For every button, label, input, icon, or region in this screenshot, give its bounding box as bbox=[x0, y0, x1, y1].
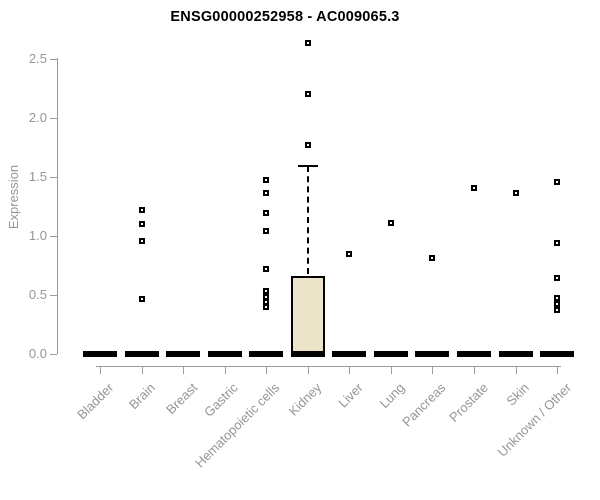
outlier-point bbox=[263, 298, 270, 305]
x-tick-label: Pancreas bbox=[399, 380, 450, 430]
x-axis-tick bbox=[515, 367, 517, 374]
y-axis-tick bbox=[50, 353, 57, 355]
outlier-point bbox=[263, 227, 270, 234]
median-bar bbox=[540, 350, 575, 357]
x-axis-tick bbox=[307, 367, 309, 374]
whisker-line bbox=[306, 165, 309, 274]
y-tick-label: 2.0 bbox=[28, 109, 47, 125]
outlier-point bbox=[263, 287, 270, 294]
x-axis-tick bbox=[473, 367, 475, 374]
x-tick-label: Unknown / Other bbox=[494, 380, 574, 460]
x-axis-tick bbox=[224, 367, 226, 374]
median-bar bbox=[124, 350, 159, 357]
outlier-point bbox=[263, 304, 270, 311]
y-axis-tick bbox=[50, 294, 57, 296]
median-bar bbox=[83, 350, 117, 357]
x-tick-label: Breast bbox=[162, 380, 200, 418]
x-tick-label: Gastric bbox=[201, 380, 242, 420]
outlier-point bbox=[138, 296, 145, 303]
median-bar bbox=[456, 350, 491, 357]
x-axis-tick bbox=[349, 367, 351, 374]
x-axis-tick bbox=[266, 367, 268, 374]
outlier-point bbox=[304, 141, 311, 148]
whisker-cap bbox=[297, 164, 318, 167]
y-axis-tick bbox=[50, 117, 57, 119]
outlier-point bbox=[554, 300, 561, 307]
median-bar bbox=[290, 350, 325, 357]
outlier-point bbox=[263, 210, 270, 217]
y-tick-label: 1.5 bbox=[28, 168, 47, 184]
outlier-point bbox=[554, 295, 561, 302]
y-tick-label: 1.0 bbox=[28, 227, 47, 243]
outlier-point bbox=[470, 185, 477, 192]
median-bar bbox=[249, 350, 284, 357]
y-axis-tick bbox=[50, 176, 57, 178]
x-tick-label: Bladder bbox=[74, 380, 117, 423]
outlier-point bbox=[263, 177, 270, 184]
x-axis-tick bbox=[432, 367, 434, 374]
outlier-point bbox=[138, 238, 145, 245]
y-tick-label: 0.5 bbox=[28, 286, 47, 302]
x-axis-tick bbox=[141, 367, 143, 374]
outlier-point bbox=[554, 239, 561, 246]
outlier-point bbox=[304, 40, 311, 47]
x-axis-tick bbox=[183, 367, 185, 374]
outlier-point bbox=[554, 179, 561, 186]
y-tick-label: 0.0 bbox=[28, 345, 47, 361]
y-tick-label: 2.5 bbox=[28, 50, 47, 66]
median-bar bbox=[373, 350, 408, 357]
outlier-point bbox=[554, 274, 561, 281]
outlier-point bbox=[263, 190, 270, 197]
outlier-point bbox=[512, 190, 519, 197]
y-axis-tick bbox=[50, 235, 57, 237]
outlier-point bbox=[138, 206, 145, 213]
x-axis-tick bbox=[390, 367, 392, 374]
chart-title: ENSG00000252958 - AC009065.3 bbox=[170, 9, 400, 25]
x-tick-label: Prostate bbox=[445, 380, 491, 425]
outlier-point bbox=[429, 254, 436, 261]
outlier-point bbox=[346, 251, 353, 258]
x-axis-line bbox=[96, 366, 561, 367]
x-tick-label: Kidney bbox=[285, 380, 325, 419]
median-bar bbox=[332, 350, 367, 357]
x-tick-label: Liver bbox=[335, 380, 366, 411]
outlier-point bbox=[138, 220, 145, 227]
median-bar bbox=[415, 350, 450, 357]
outlier-point bbox=[387, 219, 394, 226]
x-axis-tick bbox=[557, 367, 559, 374]
y-axis-tick bbox=[50, 58, 57, 60]
median-bar bbox=[207, 350, 242, 357]
box-iqr bbox=[290, 275, 325, 354]
x-axis-tick bbox=[100, 367, 101, 374]
median-bar bbox=[166, 350, 201, 357]
outlier-point bbox=[554, 306, 561, 313]
x-tick-label: Skin bbox=[503, 380, 533, 409]
outlier-point bbox=[263, 265, 270, 272]
outlier-point bbox=[304, 90, 311, 97]
x-tick-label: Brain bbox=[126, 380, 159, 413]
x-tick-label: Lung bbox=[376, 380, 408, 412]
y-axis-line bbox=[57, 57, 58, 354]
median-bar bbox=[498, 350, 533, 357]
